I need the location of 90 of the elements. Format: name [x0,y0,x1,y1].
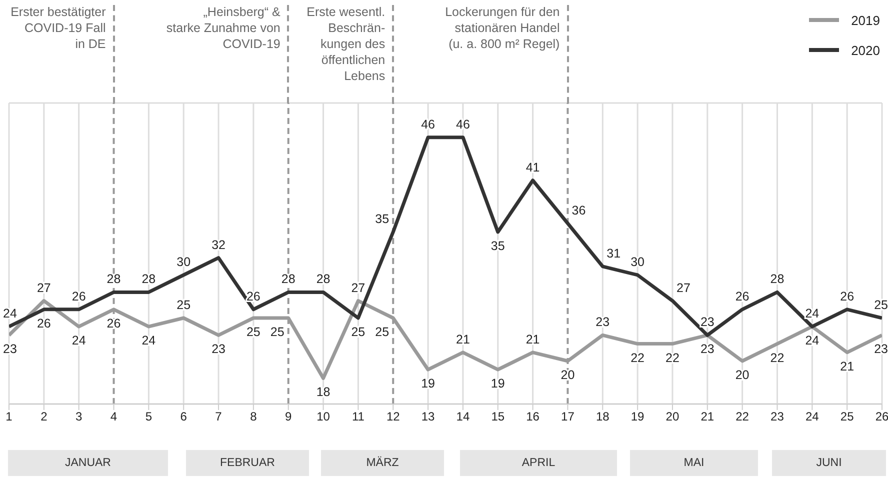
data-label: 24 [3,306,17,321]
x-tick-label: 20 [666,410,680,424]
data-label: 31 [606,246,621,260]
data-label: 23 [212,342,226,356]
ref-line-label: Lockerungen für den stationären Handel (u. a. 800 m² Regel) [445,4,560,52]
data-label: 26 [840,289,854,304]
data-label: 27 [676,280,690,295]
data-label: 19 [490,376,505,391]
x-tick-label: 16 [526,410,540,424]
data-label: 21 [456,332,470,346]
x-tick-label: 7 [215,410,222,424]
x-tick-label: 3 [75,410,82,424]
data-label: 24 [805,306,820,321]
month-box: APRIL [460,450,617,476]
data-label: 19 [421,376,436,391]
data-label: 23 [596,315,610,330]
data-label: 20 [735,368,750,382]
x-tick-label: 23 [770,410,784,424]
data-label: 25 [874,298,888,312]
data-label: 28 [281,272,296,286]
data-label: 25 [246,325,260,339]
x-tick-label: 6 [180,410,188,424]
data-label: 28 [106,272,121,286]
x-tick-label: 25 [840,410,854,424]
x-tick-label: 10 [316,410,330,424]
month-box: FEBRUAR [186,450,309,476]
data-label: 41 [526,160,540,174]
data-label: 23 [874,342,888,356]
data-label: 25 [351,325,366,339]
month-box: MAI [630,450,758,476]
data-label: 22 [666,350,680,365]
data-label: 32 [212,238,226,252]
x-tick-label: 22 [736,410,750,424]
data-label: 27 [36,280,51,295]
x-tick-label: 21 [700,410,714,424]
x-tick-label: 17 [561,410,575,424]
x-tick-label: 2 [40,410,48,424]
data-label: 24 [805,334,820,348]
x-tick-label: 18 [596,410,610,424]
data-label: 30 [630,255,645,269]
data-label: 24 [142,334,156,348]
data-label: 25 [375,325,390,339]
data-label: 35 [490,239,505,253]
data-label: 28 [142,272,156,286]
x-tick-label: 26 [875,410,888,424]
x-tick-label: 12 [386,410,400,424]
month-box: JUNI [772,450,886,476]
data-label: 21 [840,359,854,374]
data-label: 26 [735,289,750,304]
x-tick-label: 9 [285,410,292,424]
ref-line-label: Erster bestätigter COVID-19 Fall in DE [10,4,106,52]
data-label: 25 [270,325,284,339]
data-label: 26 [72,289,86,304]
data-label: 26 [246,289,260,304]
data-label: 46 [456,117,470,132]
data-label: 20 [560,368,575,382]
x-tick-label: 14 [456,410,470,424]
data-label: 22 [770,350,784,365]
x-tick-label: 5 [145,410,152,424]
data-label: 36 [572,203,586,218]
data-label: 30 [176,255,191,269]
x-tick-label: 13 [421,410,436,424]
data-label: 26 [36,316,51,330]
data-label: 28 [316,272,330,286]
data-label: 28 [770,272,784,286]
data-label: 23 [700,315,714,330]
x-tick-label: 15 [491,410,505,424]
data-label: 27 [351,280,366,295]
ref-line-label: „Heinsberg“ & starke Zunahme von COVID-19 [166,4,280,52]
data-label: 23 [700,342,714,356]
data-label: 22 [630,350,645,365]
ref-line-label: Erste wesentl. Beschrän- kungen des öffentlichen Lebens [306,4,386,84]
data-label: 24 [72,334,86,348]
legend-label: 2019 [851,12,880,30]
month-box: JANUAR [8,450,168,476]
x-tick-label: 24 [805,410,820,424]
legend-label: 2020 [851,42,880,60]
x-tick-label: 4 [110,410,118,424]
data-label: 25 [176,298,191,312]
x-tick-label: 8 [250,410,258,424]
data-label: 35 [375,212,390,226]
data-label: 23 [3,342,17,356]
data-label: 46 [421,117,436,132]
x-tick-label: 1 [6,410,13,424]
data-label: 21 [526,332,540,346]
x-tick-label: 19 [630,410,645,424]
x-tick-label: 11 [352,410,365,424]
data-label: 18 [316,385,330,400]
month-box: MÄRZ [321,450,444,476]
data-label: 26 [106,316,121,330]
